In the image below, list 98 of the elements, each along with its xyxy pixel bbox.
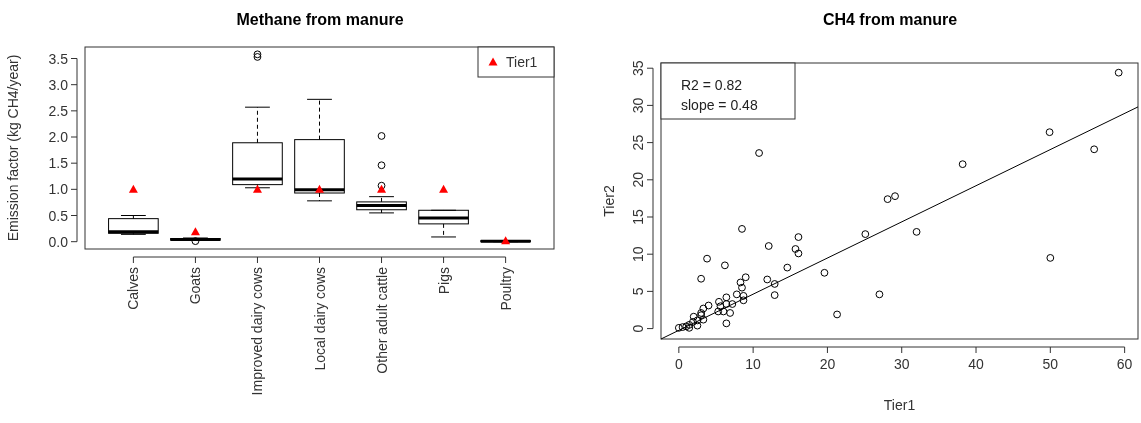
y-tick-label: 20	[630, 171, 646, 188]
point	[697, 309, 706, 317]
point	[252, 184, 262, 193]
point	[912, 227, 921, 236]
point	[791, 245, 800, 253]
x-tick-label: 40	[968, 356, 985, 372]
point	[736, 278, 745, 287]
point	[716, 302, 725, 311]
x-tick-label: Improved dairy cows	[249, 267, 266, 396]
y-tick-label: 10	[630, 246, 646, 262]
y-tick-label: 0	[630, 324, 646, 333]
legend-label: Tier1	[506, 54, 538, 70]
y-tick-label: 2.5	[48, 102, 69, 119]
point	[1090, 145, 1099, 154]
x-tick-label: 50	[1042, 356, 1059, 372]
chart-title: Methane from manure	[236, 11, 404, 28]
y-tick-label: 15	[630, 209, 646, 225]
point	[190, 227, 200, 236]
point	[722, 300, 731, 308]
y-tick-label: 0.0	[48, 233, 69, 250]
point	[722, 319, 731, 328]
x-tick-label: Other adult cattle	[373, 266, 390, 374]
x-tick-label: 10	[745, 356, 762, 372]
y-tick-label: 2.0	[48, 129, 69, 146]
point	[678, 323, 687, 331]
x-tick-label: Pigs	[435, 267, 452, 295]
y-tick-label: 3.0	[48, 76, 69, 93]
y-axis-title: Emission factor (kg CH4/year)	[5, 54, 21, 242]
x-tick-label: Calves	[125, 267, 142, 310]
x-tick-label: 0	[674, 356, 683, 372]
point	[697, 311, 706, 320]
y-tick-label: 0.5	[48, 207, 69, 224]
y-tick-label: 1.0	[48, 181, 69, 198]
point	[715, 297, 723, 306]
point	[697, 274, 706, 283]
annotation: R2 = 0.82	[681, 77, 743, 93]
annotation: slope = 0.48	[681, 97, 758, 113]
point	[128, 184, 138, 193]
x-axis-title: Tier1	[883, 397, 916, 413]
point	[783, 263, 792, 272]
point	[439, 184, 449, 193]
point	[693, 321, 702, 330]
point	[833, 310, 841, 319]
y-tick-label: 35	[630, 60, 646, 76]
point	[703, 254, 711, 263]
y-tick-label: 3.5	[48, 50, 69, 67]
point	[704, 301, 713, 310]
point	[738, 283, 746, 292]
point	[685, 323, 694, 332]
point	[1045, 128, 1054, 137]
point	[728, 300, 737, 308]
point	[1114, 68, 1123, 77]
chart-title: CH4 from manure	[822, 11, 958, 28]
point	[861, 230, 870, 239]
point	[738, 225, 746, 233]
point	[732, 290, 741, 299]
point	[739, 296, 748, 305]
point	[794, 233, 803, 241]
point	[719, 307, 728, 316]
point	[689, 317, 697, 326]
point	[699, 315, 708, 324]
point	[1046, 254, 1055, 262]
x-tick-label: 30	[893, 356, 910, 372]
y-tick-label: 1.5	[48, 155, 69, 172]
point	[820, 268, 829, 277]
point	[501, 236, 511, 245]
point	[875, 290, 884, 299]
point	[741, 273, 750, 282]
point	[674, 323, 683, 332]
y-tick-label: 5	[630, 287, 646, 296]
point	[721, 261, 729, 270]
point	[726, 309, 734, 317]
point	[682, 322, 691, 331]
point	[714, 307, 723, 316]
point	[722, 293, 731, 302]
x-tick-label: 20	[819, 356, 836, 372]
point	[770, 280, 779, 288]
point	[699, 304, 708, 313]
point	[883, 195, 892, 204]
y-tick-label: 25	[630, 134, 646, 151]
point	[770, 291, 779, 300]
point	[763, 275, 772, 284]
x-tick-label: Goats	[187, 267, 204, 305]
point	[794, 249, 803, 258]
point	[764, 242, 773, 250]
point	[755, 149, 763, 157]
point	[685, 320, 694, 329]
x-tick-label: 60	[1116, 356, 1133, 372]
point	[891, 192, 899, 201]
point	[958, 160, 967, 169]
point	[693, 316, 702, 325]
point	[689, 312, 698, 321]
x-tick-label: Poultry	[497, 267, 514, 311]
point	[739, 291, 748, 300]
point	[315, 184, 324, 193]
y-axis-title: Tier2	[601, 185, 617, 217]
x-tick-label: Local dairy cows	[311, 267, 328, 371]
y-tick-label: 30	[630, 97, 646, 114]
